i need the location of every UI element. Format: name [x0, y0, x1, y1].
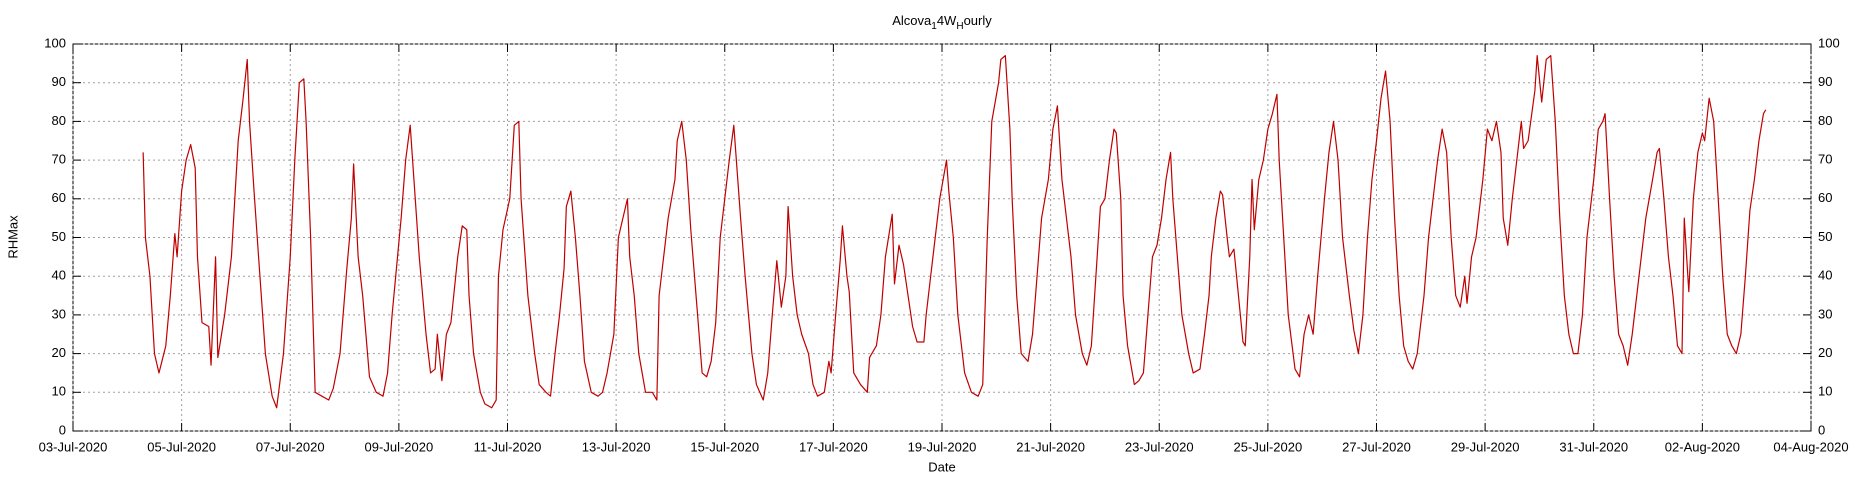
x-axis-label: Date [928, 459, 955, 474]
y-tick-label: 10 [52, 384, 66, 399]
y-tick-label: 70 [52, 152, 66, 167]
x-tick-label: 23-Jul-2020 [1125, 439, 1194, 454]
y2-tick-label: 100 [1818, 35, 1840, 50]
x-tick-label: 05-Jul-2020 [147, 439, 216, 454]
title-part: 1 [931, 21, 937, 32]
x-tick-label: 17-Jul-2020 [799, 439, 868, 454]
title-part: 4W [937, 13, 957, 28]
y-tick-label: 40 [52, 268, 66, 283]
title-part: H [956, 21, 963, 32]
y2-tick-label: 20 [1818, 345, 1832, 360]
y2-tick-label: 10 [1818, 384, 1832, 399]
data-line [142, 55, 1767, 409]
y2-tick-label: 40 [1818, 268, 1832, 283]
x-tick-label: 03-Jul-2020 [39, 439, 108, 454]
y-tick-label: 100 [44, 35, 66, 50]
y2-tick-label: 50 [1818, 229, 1832, 244]
x-tick-label: 27-Jul-2020 [1342, 439, 1411, 454]
y2-tick-label: 30 [1818, 306, 1832, 321]
x-tick-label: 02-Aug-2020 [1665, 439, 1740, 454]
grid [72, 43, 1812, 432]
title-part: ourly [964, 13, 993, 28]
x-tick-label: 21-Jul-2020 [1016, 439, 1085, 454]
y-tick-label: 90 [52, 74, 66, 89]
title-part: Alcova [892, 13, 932, 28]
x-tick-label: 07-Jul-2020 [256, 439, 325, 454]
x-tick-label: 11-Jul-2020 [474, 439, 542, 454]
chart-title: Alcova14WHourly [892, 13, 992, 31]
x-tick-label: 09-Jul-2020 [365, 439, 434, 454]
y2-tick-label: 70 [1818, 152, 1832, 167]
x-tick-label: 25-Jul-2020 [1234, 439, 1303, 454]
y2-tick-label: 60 [1818, 190, 1832, 205]
x-tick-label: 13-Jul-2020 [582, 439, 651, 454]
y-tick-label: 20 [52, 345, 66, 360]
y-axis-label: RHMax [5, 215, 20, 259]
y-tick-label: 30 [52, 306, 66, 321]
x-tick-label: 04-Aug-2020 [1773, 439, 1848, 454]
y-tick-label: 60 [52, 190, 66, 205]
y2-tick-label: 80 [1818, 113, 1832, 128]
y2-tick-label: 0 [1818, 422, 1825, 437]
x-tick-label: 29-Jul-2020 [1451, 439, 1520, 454]
x-tick-label: 31-Jul-2020 [1559, 439, 1628, 454]
y2-tick-label: 90 [1818, 74, 1832, 89]
x-tick-label: 19-Jul-2020 [908, 439, 977, 454]
y-tick-label: 50 [52, 229, 66, 244]
x-tick-label: 15-Jul-2020 [690, 439, 759, 454]
y-tick-label: 80 [52, 113, 66, 128]
y-tick-label: 0 [59, 422, 66, 437]
